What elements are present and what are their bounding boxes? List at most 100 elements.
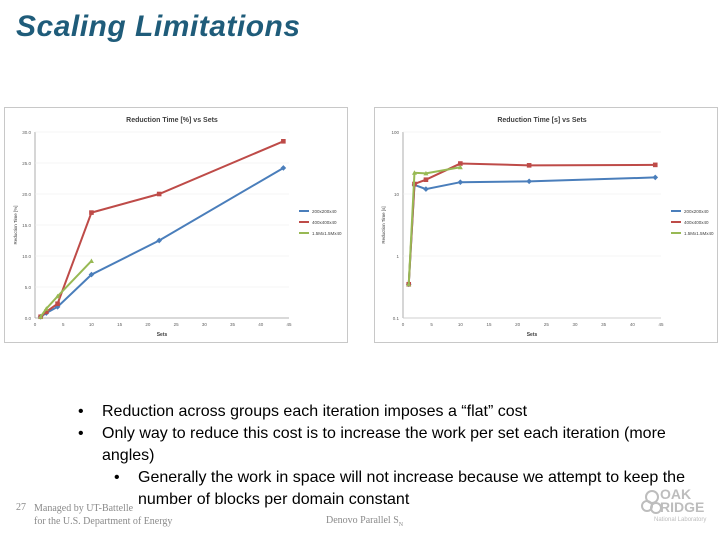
legend-label: 1.5Mx1.5Mx40 [312, 231, 342, 236]
x-tick-label: 40 [630, 322, 636, 327]
data-point [88, 271, 95, 278]
legend-label: 400x400x40 [684, 220, 709, 225]
sub-bullet-text: Generally the work in space will not inc… [138, 469, 685, 508]
x-tick-label: 15 [117, 322, 123, 327]
ornl-logo: OAK RIDGE National Laboratory [640, 486, 712, 528]
y-tick-label: 1 [396, 254, 399, 259]
y-tick-label: 15.0 [22, 223, 31, 228]
data-point [156, 237, 163, 244]
logo-line2: RIDGE [660, 499, 705, 515]
x-tick-label: 0 [34, 322, 37, 327]
y-tick-label: 30.0 [22, 130, 31, 135]
series-line [407, 176, 656, 285]
legend-label: 1.5Mx1.5Mx40 [684, 231, 714, 236]
bullet-text: Only way to reduce this cost is to incre… [102, 425, 666, 464]
x-axis-label: Sets [157, 332, 168, 338]
footer-center-text: Denovo Parallel SN [326, 515, 403, 528]
bullet-item: • Reduction across groups each iteration… [78, 401, 698, 423]
x-tick-label: 25 [544, 322, 550, 327]
y-tick-label: 25.0 [22, 161, 31, 166]
legend-label: 200x200x40 [312, 209, 337, 214]
x-tick-label: 35 [601, 322, 607, 327]
x-tick-label: 45 [658, 322, 664, 327]
x-tick-label: 20 [515, 322, 521, 327]
y-tick-label: 0.1 [393, 316, 400, 321]
data-point [652, 174, 659, 181]
chart-left-svg: Reduction Time [%] vs Sets 0.0 5.0 10.0 15.0… [13, 117, 342, 338]
logo-subtitle: National Laboratory [654, 517, 707, 523]
series-line [407, 166, 461, 285]
data-point [458, 161, 463, 166]
data-point [652, 162, 658, 168]
series-line [40, 167, 284, 318]
chart-title: Reduction Time [%] vs Sets [126, 117, 218, 124]
managed-by-line1: Managed by UT-Battelle [34, 503, 134, 514]
data-point [411, 170, 417, 175]
x-tick-label: 45 [286, 322, 292, 327]
footer-center-sub: N [398, 522, 404, 528]
data-point [55, 293, 61, 299]
chart-reduction-percent: Reduction Time [%] vs Sets 0.0 5.0 10.0 15.0… [4, 107, 348, 343]
data-point [89, 210, 94, 215]
logo-wordmark: OAK RIDGE [660, 486, 705, 515]
data-point [43, 309, 49, 315]
data-point [281, 139, 286, 144]
x-tick-label: 35 [230, 322, 236, 327]
footer-center-main: Denovo Parallel S [326, 515, 399, 526]
data-point [526, 178, 532, 185]
x-tick-label: 0 [402, 322, 405, 327]
logo-line1: OAK [660, 486, 692, 502]
ornl-leaf-icon [641, 490, 662, 514]
y-tick-label: 100 [391, 130, 399, 135]
bullet-item: • Only way to reduce this cost is to inc… [78, 423, 698, 467]
data-point [406, 281, 412, 287]
x-tick-label: 30 [572, 322, 578, 327]
data-point [526, 163, 532, 168]
x-tick-label: 10 [89, 322, 95, 327]
slide-title: Scaling Limitations [16, 10, 301, 43]
series-line [39, 260, 93, 318]
x-tick-label: 5 [62, 322, 65, 327]
y-axis-label: Reduction Time [s] [381, 206, 386, 243]
data-point [43, 306, 49, 311]
bullet-text: Reduction across groups each iteration i… [102, 403, 528, 420]
data-point [55, 301, 60, 307]
data-point [280, 165, 287, 171]
chart-right-svg: Reduction Time [s] vs Sets 0.1 1 10 100 0 5 10 1… [381, 117, 714, 338]
series-line [39, 140, 284, 318]
bullet-dot: • [114, 469, 120, 486]
x-tick-label: 15 [486, 322, 492, 327]
bullet-dot: • [78, 425, 84, 442]
sub-bullet-item: • Generally the work in space will not i… [78, 467, 698, 511]
data-point [88, 258, 94, 263]
y-tick-label: 20.0 [22, 192, 31, 197]
data-point [423, 177, 429, 183]
data-point [156, 191, 162, 197]
y-tick-label: 10.0 [22, 254, 31, 259]
x-tick-label: 20 [145, 322, 151, 327]
data-point [423, 170, 429, 176]
bullet-list: • Reduction across groups each iteration… [78, 401, 698, 511]
legend-label: 400x400x40 [312, 220, 337, 225]
data-point [457, 164, 463, 170]
chart-reduction-seconds: Reduction Time [s] vs Sets 0.1 1 10 100 0 5 10 1… [374, 107, 718, 343]
data-point [457, 179, 464, 186]
managed-by-line2: for the U.S. Department of Energy [34, 516, 173, 527]
x-tick-label: 30 [202, 322, 208, 327]
x-tick-label: 5 [430, 322, 433, 327]
y-axis-label: Reduction Time [%] [13, 205, 18, 244]
x-tick-label: 25 [174, 322, 180, 327]
x-tick-label: 40 [258, 322, 264, 327]
managed-by-text: Managed by UT-Battelle for the U.S. Depa… [34, 502, 172, 528]
y-tick-label: 5.0 [25, 285, 32, 290]
y-tick-label: 10 [394, 192, 400, 197]
data-point [38, 314, 44, 319]
legend-label: 200x200x40 [684, 209, 709, 214]
x-axis-label: Sets [527, 332, 538, 338]
page-number: 27 [16, 502, 26, 513]
data-point [423, 186, 429, 192]
bullet-dot: • [78, 403, 84, 420]
x-tick-label: 10 [458, 322, 464, 327]
y-tick-label: 0.0 [25, 316, 32, 321]
chart-title: Reduction Time [s] vs Sets [497, 117, 586, 124]
